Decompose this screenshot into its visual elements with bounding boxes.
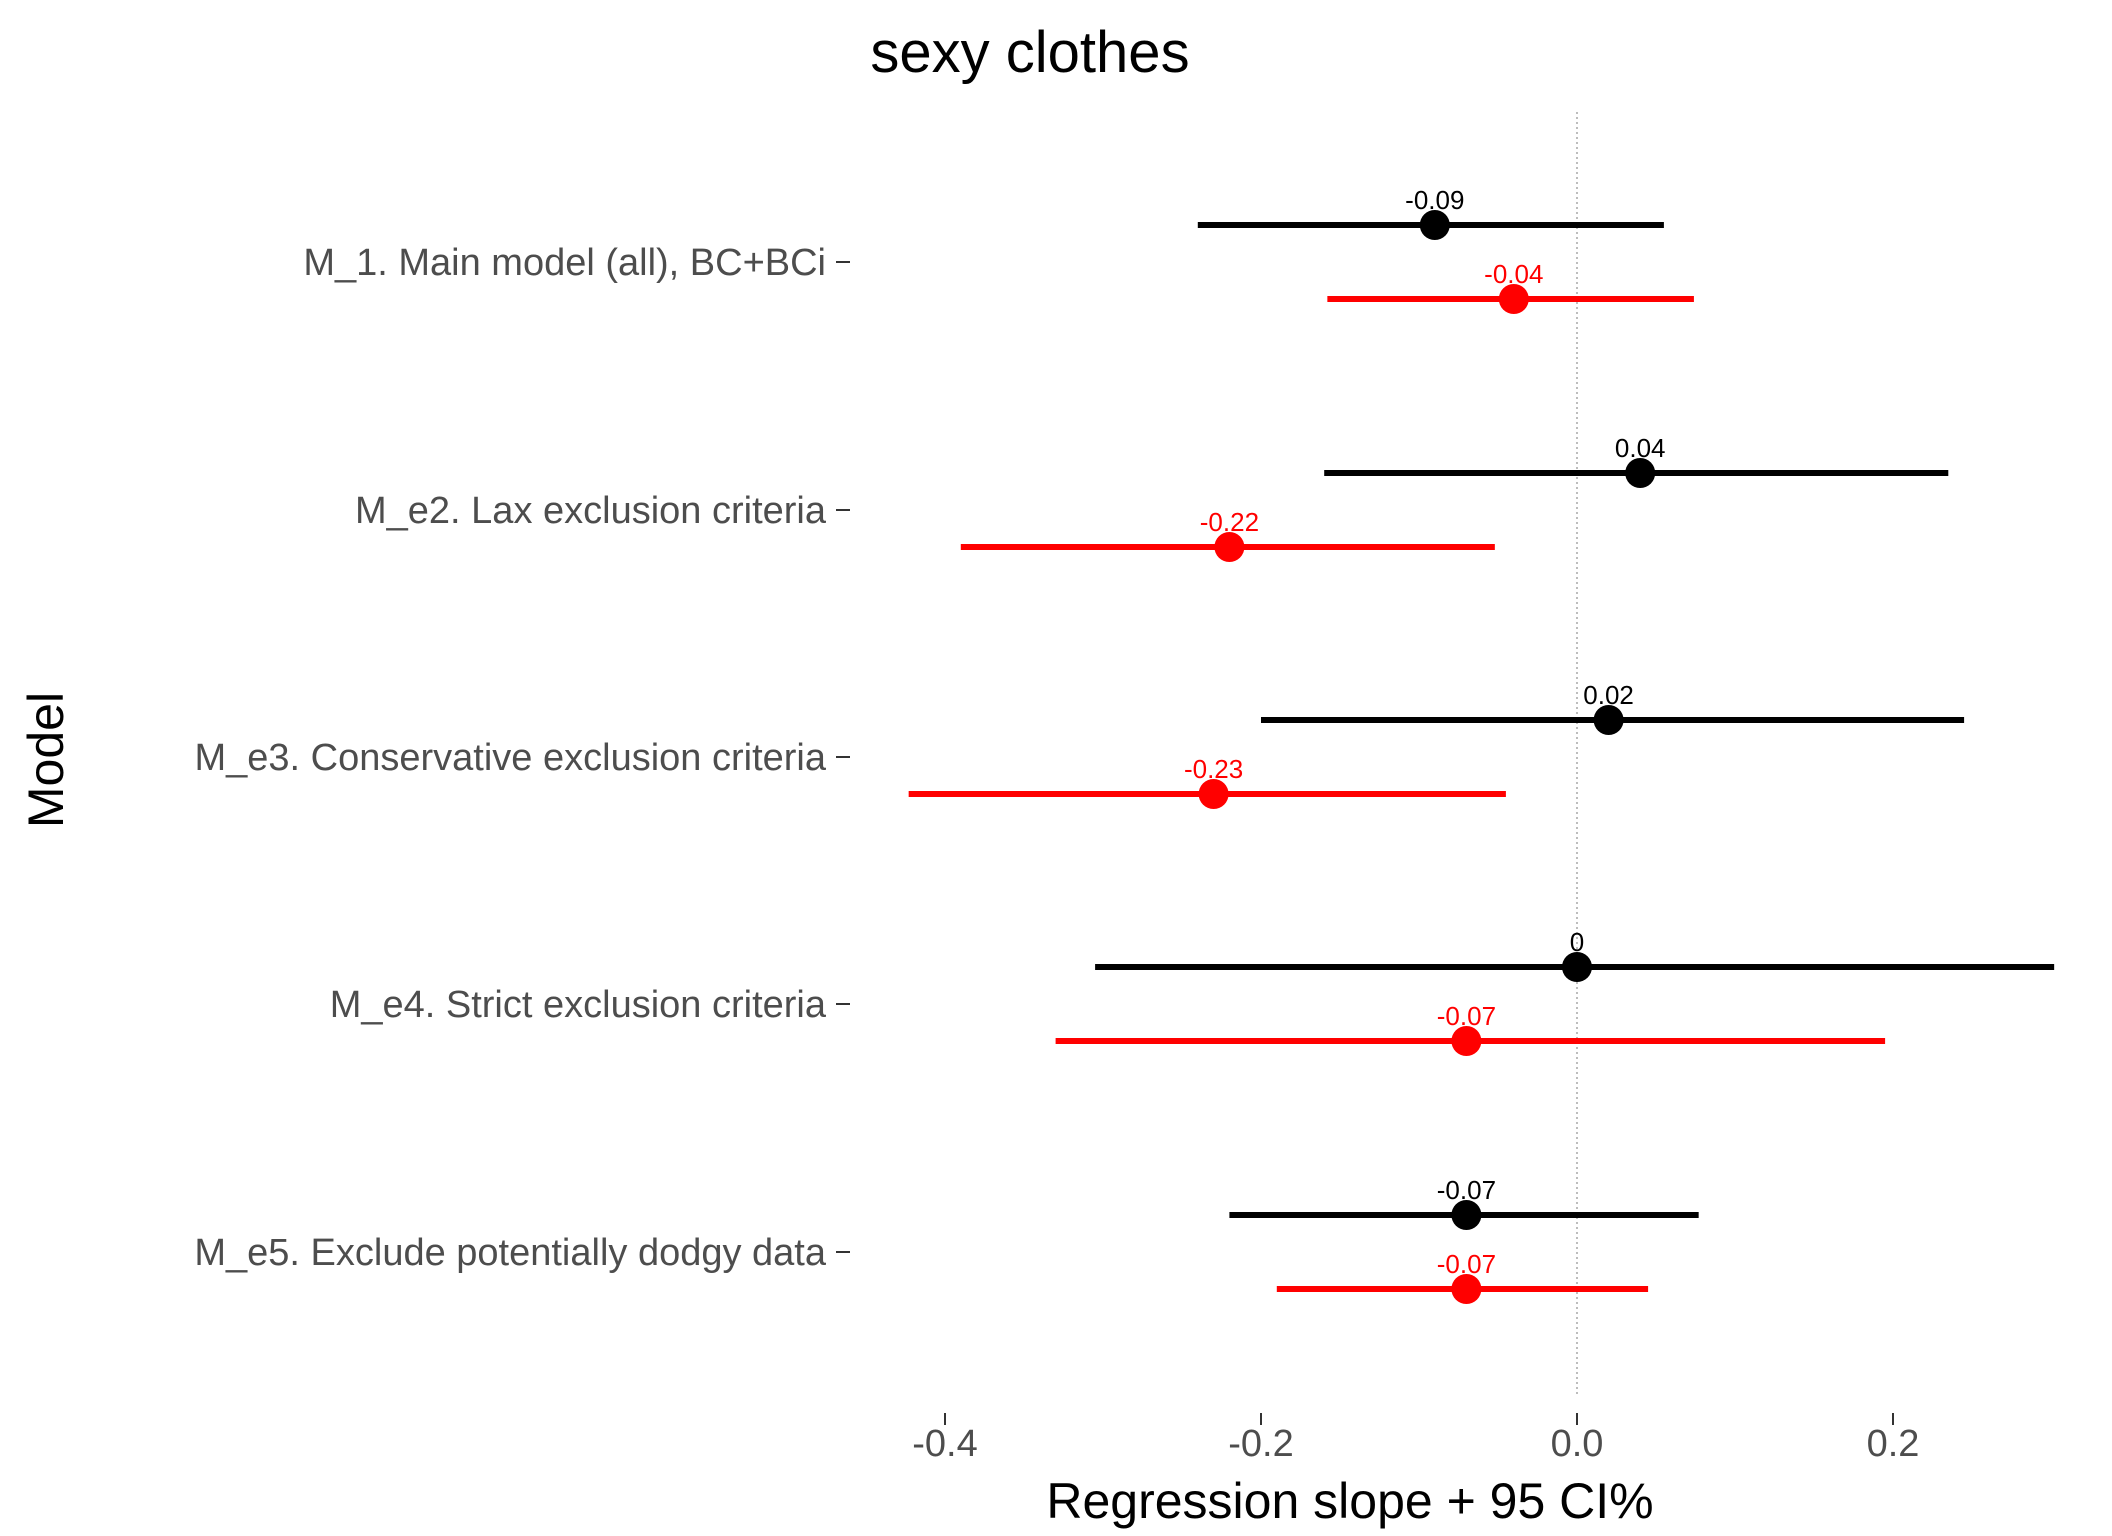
x-tick-label: 0.2 xyxy=(1867,1423,1920,1465)
y-tick-label: M_e5. Exclude potentially dodgy data xyxy=(194,1232,827,1274)
estimate-point xyxy=(1198,779,1229,809)
estimate-point xyxy=(1498,284,1529,314)
estimate-label: 0.04 xyxy=(1615,433,1666,463)
estimate-label: -0.09 xyxy=(1405,185,1464,215)
y-tick-label: M_e2. Lax exclusion criteria xyxy=(355,490,827,532)
plot-area: M_1. Main model (all), BC+BCi M_e2. Lax e… xyxy=(194,112,2055,1465)
y-tick-label: M_e3. Conservative exclusion criteria xyxy=(195,737,827,779)
estimate-label: 0 xyxy=(1570,927,1584,957)
chart-title: sexy clothes xyxy=(870,20,1189,85)
estimate-point xyxy=(1451,1200,1482,1230)
x-tick-label: -0.2 xyxy=(1228,1423,1293,1465)
estimate-point xyxy=(1593,705,1624,735)
estimate-label: -0.22 xyxy=(1200,507,1259,537)
y-tick-label: M_e4. Strict exclusion criteria xyxy=(330,984,827,1026)
estimate-label: 0.02 xyxy=(1583,680,1634,710)
estimate-point xyxy=(1625,458,1656,488)
estimate-point xyxy=(1562,952,1592,982)
estimate-label: -0.07 xyxy=(1437,1249,1496,1279)
estimate-label: -0.04 xyxy=(1484,259,1543,289)
y-axis-title: Model xyxy=(18,692,74,828)
estimate-label: -0.07 xyxy=(1437,1001,1496,1031)
x-axis-title: Regression slope + 95 CI% xyxy=(1046,1473,1653,1529)
estimate-label: -0.07 xyxy=(1437,1175,1496,1205)
x-tick-label: -0.4 xyxy=(912,1423,977,1465)
estimate-point xyxy=(1451,1026,1482,1056)
estimate-label: -0.23 xyxy=(1184,754,1243,784)
y-tick-label: M_1. Main model (all), BC+BCi xyxy=(303,242,826,284)
estimate-point xyxy=(1451,1274,1482,1304)
estimate-point xyxy=(1214,532,1245,562)
x-tick-label: 0.0 xyxy=(1551,1423,1604,1465)
estimate-point xyxy=(1419,210,1450,240)
